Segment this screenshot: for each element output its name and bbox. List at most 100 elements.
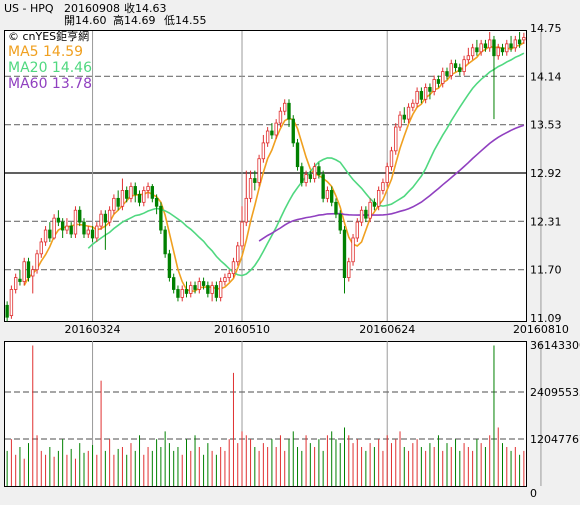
candle [274,119,278,139]
candle-body [73,209,78,235]
candle-body [82,221,86,235]
candle-body [458,67,462,72]
candle-body [317,166,321,175]
candle-body [287,102,291,120]
candle-body [300,166,304,183]
candle-body [159,205,163,231]
candle [428,83,432,100]
candle [39,237,43,258]
candle [35,249,39,274]
price-y-tick-label: 14.75 [530,22,562,35]
candle-body [479,43,483,53]
candle [394,123,398,155]
candle [488,31,492,52]
header-open: 開14.60 [64,14,107,27]
candle-body [509,43,513,49]
candle-body [402,114,406,120]
legend-entry: MA20 14.46 [8,60,92,76]
candle-body [231,261,236,275]
candle-body [398,114,402,128]
candle [116,190,120,211]
candle-body [223,277,227,282]
candle-body [31,269,35,277]
candle [48,222,52,242]
candle-body [441,71,445,84]
candle [176,285,180,302]
candle-body [334,201,338,215]
price-y-tick-label: 13.53 [530,119,562,132]
candle-body [466,55,471,61]
candle [475,39,479,56]
candle-body [39,241,43,255]
price-y-tick-label: 14.14 [530,70,562,83]
candle [283,99,287,116]
candle-body [69,225,73,235]
candle [86,226,90,238]
candle [163,226,167,258]
candle-body [150,186,155,199]
candle-body [78,209,82,223]
candle [22,257,26,286]
candle-body [240,221,244,247]
candle [120,178,125,211]
candle-body [167,253,172,278]
candle [402,107,406,124]
candle [505,39,509,56]
candle-body [522,37,526,41]
candle [236,241,240,266]
candle [265,127,270,147]
candle-body [56,217,61,223]
candle-body [436,79,441,84]
candle-body [99,213,103,227]
candle-body [496,47,500,57]
candle-body [129,186,133,199]
candle [419,87,424,104]
candle [449,59,453,80]
candle [436,75,441,88]
candle-body [419,90,424,100]
candle-body [142,190,146,203]
candle-body [432,79,436,92]
candle [441,67,445,88]
candle-body [103,213,108,223]
candle-body [244,197,248,223]
candle [9,285,14,319]
price-y-tick-label: 12.31 [530,215,562,228]
candle-body [52,217,56,239]
volume-y-tick-label: 36143300 [530,339,580,352]
header-close: 收14.63 [124,1,167,15]
candle [107,206,112,227]
price-x-tick-label: 20160510 [214,323,270,336]
volume-y-ticks: 36143300 24095533 12047767 0 [530,339,580,500]
candle [445,67,449,80]
candle [257,154,261,187]
candle [517,31,522,48]
candle [253,170,257,191]
candle [406,103,411,124]
candle-body [449,63,453,76]
candle-body [381,182,385,191]
volume-y-tick-label: 12047767 [530,433,580,446]
candle [334,198,338,219]
candle-body [394,126,398,152]
candle-body [483,43,488,49]
candle-body [295,142,300,168]
candle-body [189,285,193,294]
candle [142,186,146,207]
candle [330,186,334,207]
candle [398,111,402,132]
candle-body [321,174,325,199]
candle-body [475,47,479,53]
candle-body [214,285,219,298]
candle-body [26,261,31,278]
candle [26,257,31,282]
candle-body [180,289,184,298]
candle [180,285,184,302]
candle [432,75,436,96]
candle [372,198,377,211]
candle-body [116,197,120,207]
candle [214,281,219,302]
price-x-ticks: 20160324 20160510 20160624 20160810 [65,323,569,336]
header-date: 20160908 [64,2,120,15]
candle [368,198,372,223]
